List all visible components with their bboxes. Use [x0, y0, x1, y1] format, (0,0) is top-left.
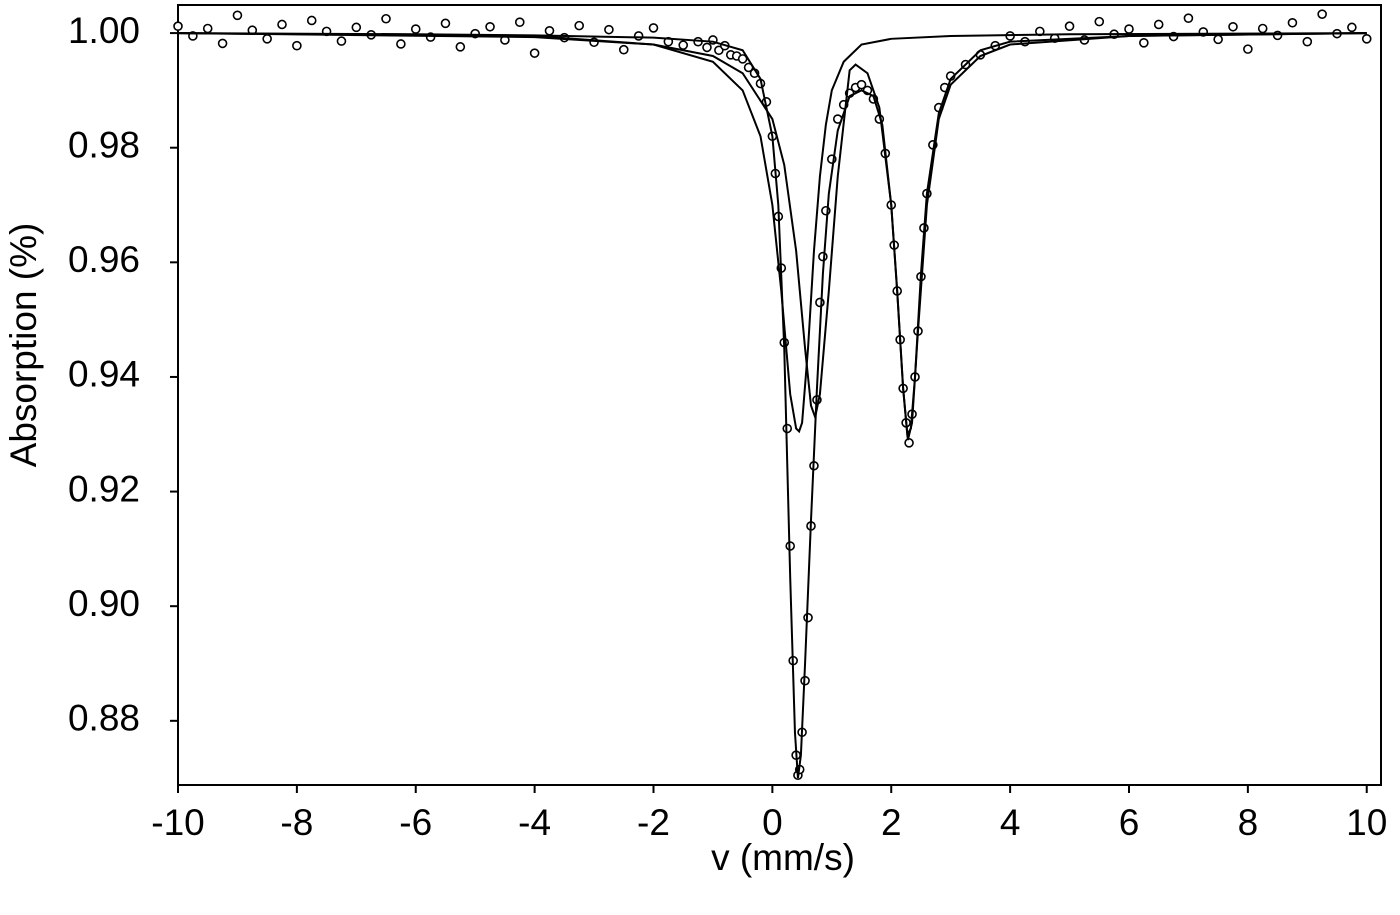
y-tick-label: 0.90 — [68, 583, 140, 624]
data-point — [633, 31, 644, 41]
data-point — [1257, 23, 1268, 34]
data-point — [485, 21, 495, 32]
data-point — [514, 17, 525, 27]
data-point — [1287, 17, 1298, 28]
y-tick-label: 0.88 — [68, 698, 140, 739]
x-tick-label: 4 — [1000, 802, 1021, 843]
data-point — [1361, 34, 1372, 44]
data-point — [1228, 21, 1238, 32]
data-point — [1213, 34, 1223, 45]
data-point — [604, 24, 614, 35]
x-tick-label: -10 — [151, 802, 204, 843]
data-point — [678, 40, 689, 50]
data-point — [1302, 36, 1313, 47]
data-point — [277, 19, 287, 30]
data-point — [292, 40, 302, 51]
y-tick-label: 0.96 — [68, 239, 140, 280]
y-tick-label: 0.94 — [68, 354, 140, 395]
data-point — [856, 79, 867, 90]
data-point — [815, 297, 825, 308]
plot-frame — [177, 4, 1382, 786]
x-tick-label: -2 — [637, 802, 670, 843]
data-point — [648, 23, 659, 33]
x-tick-label: 2 — [881, 802, 902, 843]
fit-line — [177, 32, 1367, 434]
data-point — [1153, 19, 1164, 30]
fit-line — [177, 32, 1367, 441]
data-point — [306, 15, 317, 26]
x-tick-label: 0 — [762, 802, 783, 843]
x-axis-title: v (mm/s) — [711, 837, 855, 878]
data-point — [1139, 38, 1149, 48]
data-point — [336, 36, 347, 46]
data-point — [1317, 9, 1327, 19]
data-point — [262, 34, 272, 44]
data-point — [1243, 44, 1253, 54]
data-point — [351, 22, 362, 33]
data-point — [232, 10, 243, 21]
data-point — [544, 25, 555, 36]
y-tick-label: 1.00 — [68, 10, 140, 51]
data-point — [440, 18, 451, 29]
y-tick-label: 0.98 — [68, 124, 140, 165]
data-point — [1347, 22, 1357, 33]
y-tick-label: 0.92 — [68, 468, 140, 509]
data-point — [529, 48, 540, 58]
data-point — [410, 24, 421, 34]
y-axis-title: Absorption (%) — [3, 223, 44, 468]
x-tick-label: 8 — [1238, 802, 1259, 843]
data-point — [818, 251, 828, 262]
x-tick-label: -4 — [518, 802, 551, 843]
x-tick-label: 10 — [1346, 802, 1387, 843]
fit-line — [177, 32, 1367, 779]
data-point — [381, 13, 391, 24]
data-point — [737, 54, 748, 64]
data-point — [217, 38, 228, 49]
data-point — [574, 20, 584, 31]
data-point — [202, 23, 213, 34]
data-point — [455, 42, 466, 52]
data-point — [904, 438, 914, 448]
x-tick-label: 6 — [1119, 802, 1140, 843]
data-point — [618, 44, 629, 55]
data-point — [1094, 16, 1105, 27]
data-point — [1064, 21, 1075, 32]
data-point — [173, 21, 183, 32]
x-tick-label: -6 — [399, 802, 432, 843]
data-point — [396, 39, 406, 49]
x-tick-label: -8 — [280, 802, 313, 843]
data-point — [1183, 13, 1194, 23]
data-point — [702, 42, 712, 53]
data-point — [1124, 24, 1134, 34]
